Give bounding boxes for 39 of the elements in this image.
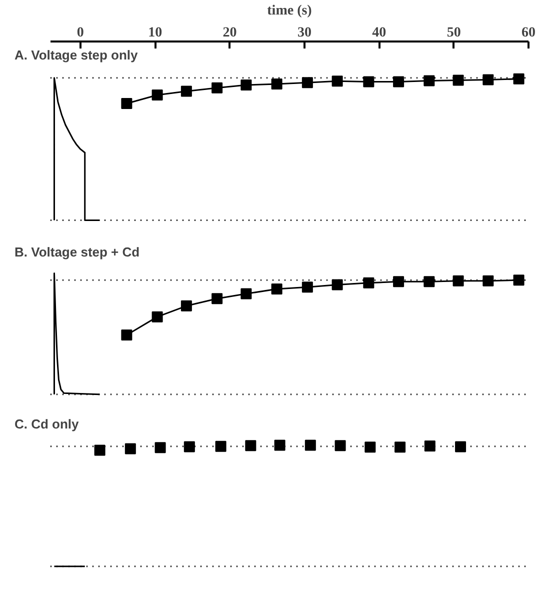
x-tick-label: 60 (522, 26, 536, 40)
x-tick-label: 10 (148, 26, 162, 40)
point (332, 76, 343, 87)
x-tick-label: 0 (76, 26, 84, 40)
point (212, 293, 223, 304)
x-tick-label: 30 (297, 26, 312, 40)
chart-title: C. Cd only (14, 416, 80, 432)
chart-title: B. Voltage step + Cd (14, 244, 140, 260)
point (424, 75, 435, 86)
point (271, 283, 282, 294)
point (482, 74, 494, 86)
point (513, 274, 524, 286)
point (482, 275, 494, 286)
point (363, 76, 374, 88)
point (152, 311, 163, 322)
point (393, 276, 404, 288)
point (240, 80, 252, 91)
point (180, 86, 192, 97)
point (152, 89, 163, 100)
x-tick-label: 20 (222, 26, 237, 40)
x-axis-title: time (s) (267, 4, 312, 18)
point (452, 275, 464, 286)
x-tick-label: 40 (372, 26, 386, 40)
point (121, 98, 132, 110)
point (302, 77, 313, 88)
point (513, 73, 524, 84)
point (424, 276, 435, 288)
point (302, 282, 313, 293)
point (212, 82, 223, 94)
point (332, 279, 343, 290)
point (393, 76, 404, 88)
point (363, 277, 374, 288)
point (452, 74, 464, 86)
point (271, 78, 282, 90)
point (121, 330, 132, 340)
chart-title: A. Voltage step only (14, 48, 139, 62)
point (240, 288, 252, 300)
x-tick-label: 50 (446, 26, 461, 40)
point (180, 300, 192, 312)
